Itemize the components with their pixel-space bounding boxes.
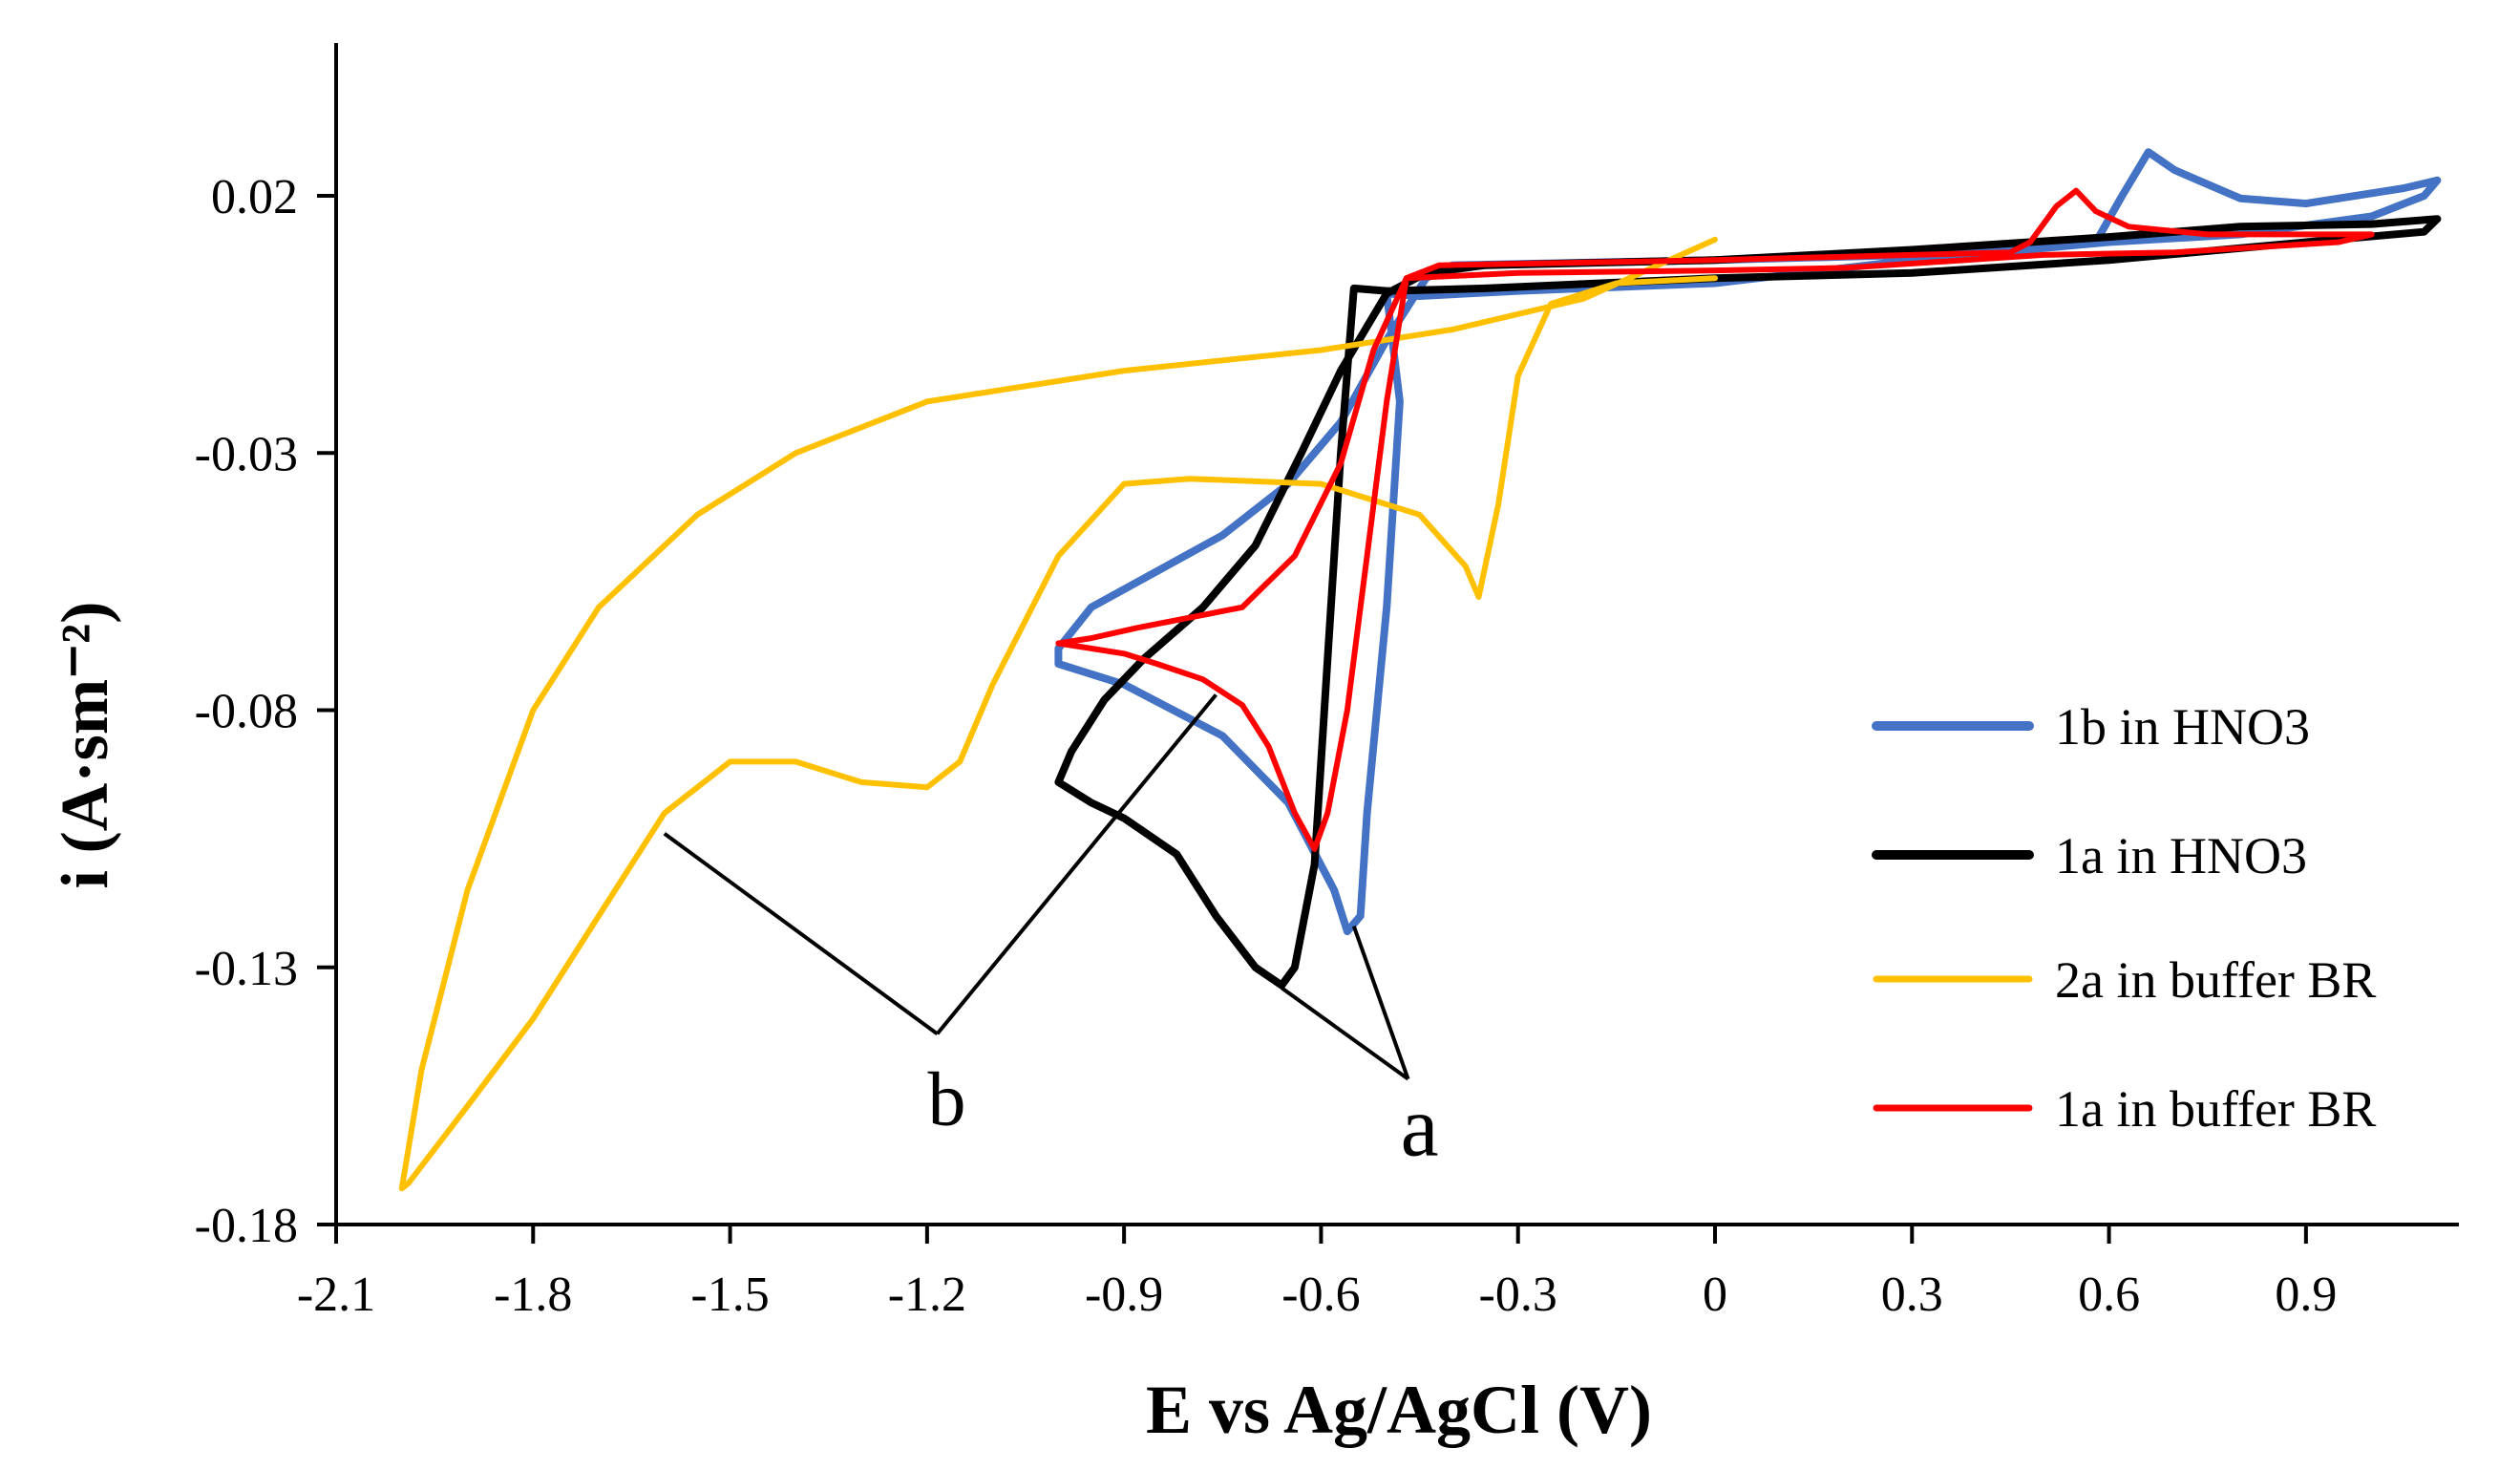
y-tick-label: -0.08 xyxy=(195,685,298,739)
legend-label: 1a in buffer BR xyxy=(2055,1080,2376,1138)
annotation-leader-b xyxy=(663,832,939,1035)
y-tick-label: -0.18 xyxy=(195,1199,298,1253)
legend-label: 1b in HNO3 xyxy=(2055,698,2310,756)
x-tick-label: -1.5 xyxy=(690,1268,769,1322)
x-tick-label: -0.3 xyxy=(1479,1268,1557,1322)
x-axis-title: E vs Ag/AgCl (V) xyxy=(1146,1372,1652,1448)
legend-label: 1a in HNO3 xyxy=(2055,827,2307,884)
annotation-layer: ab xyxy=(663,693,1439,1175)
legend: 1b in HNO3 1a in HNO3 2a in buffer BR 1a in… xyxy=(1872,698,2376,1138)
annotation-label-a: a xyxy=(1401,1080,1439,1175)
series-line-1a-in-buffer-br xyxy=(1055,187,2375,852)
x-tick-label: 0.9 xyxy=(2275,1268,2337,1322)
annotation-leader-a xyxy=(1351,926,1410,1080)
x-tick-label: 0.6 xyxy=(2078,1268,2140,1322)
annotation-leader-a xyxy=(1281,986,1409,1081)
x-tick-label: -2.1 xyxy=(297,1268,375,1322)
x-tick-label: -1.8 xyxy=(494,1268,572,1322)
annotation-leader-b xyxy=(935,693,1218,1035)
x-tick-label: -0.6 xyxy=(1281,1268,1360,1322)
y-axis-ticks: 0.02 -0.03 -0.08 -0.13 -0.18 xyxy=(195,170,336,1253)
y-tick-label: -0.13 xyxy=(195,942,298,996)
y-tick-label: -0.03 xyxy=(195,427,298,481)
y-tick-label: 0.02 xyxy=(211,170,298,224)
x-tick-label: -1.2 xyxy=(888,1268,966,1322)
annotation-label-b: b xyxy=(927,1057,965,1141)
x-tick-label: 0 xyxy=(1703,1268,1727,1322)
x-tick-label: -0.9 xyxy=(1085,1268,1163,1322)
series-line-2a-in-buffer-br xyxy=(398,236,1718,1192)
x-axis-ticks: -2.1 -1.8 -1.5 -1.2 -0.9 -0.6 -0.3 0 0.3 0.6 0.9 xyxy=(297,1225,2337,1322)
x-tick-label: 0.3 xyxy=(1881,1268,1943,1322)
legend-label: 2a in buffer BR xyxy=(2055,951,2376,1009)
plot-series xyxy=(398,148,2442,1192)
y-axis-title: i (A·sm⁻²) xyxy=(49,602,122,889)
